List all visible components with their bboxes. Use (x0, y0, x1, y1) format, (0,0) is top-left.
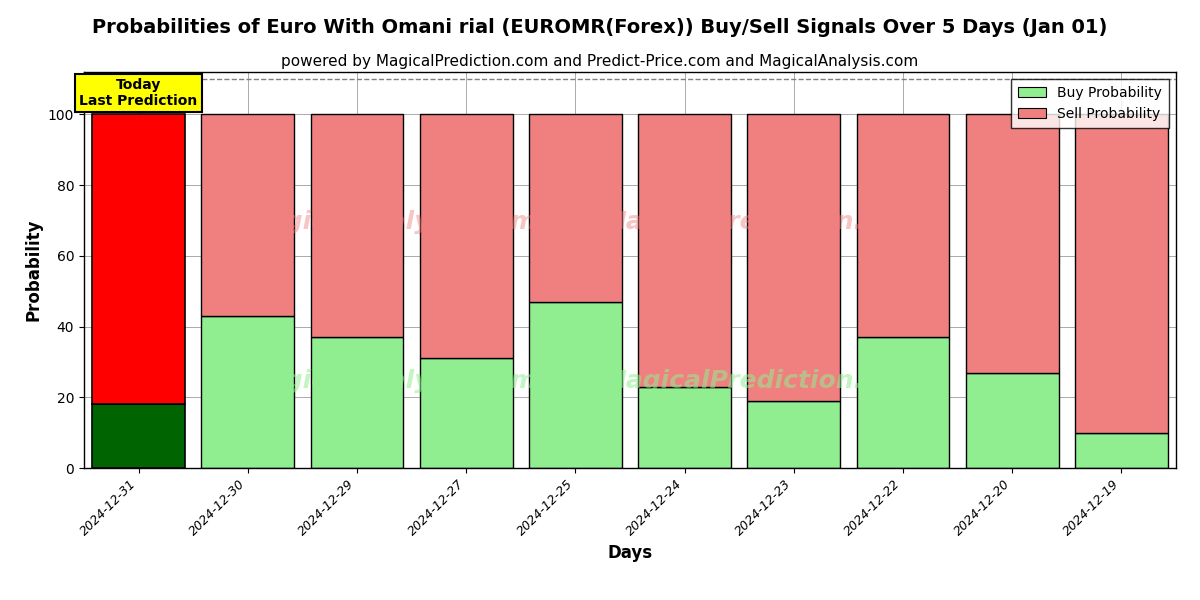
Text: MagicalAnalysis.com: MagicalAnalysis.com (244, 369, 536, 393)
Bar (966, 115, 1058, 373)
Bar (311, 115, 403, 337)
Bar (529, 302, 622, 468)
Bar (420, 358, 512, 468)
Bar (92, 115, 185, 404)
X-axis label: Days: Days (607, 544, 653, 562)
Bar (1075, 115, 1168, 433)
Text: MagicalAnalysis.com: MagicalAnalysis.com (244, 211, 536, 235)
Bar (529, 115, 622, 302)
Bar (638, 115, 731, 386)
Text: Today
Last Prediction: Today Last Prediction (79, 78, 198, 109)
Legend: Buy Probability, Sell Probability: Buy Probability, Sell Probability (1012, 79, 1169, 128)
Text: MagicalPrediction.com: MagicalPrediction.com (601, 369, 922, 393)
Bar (311, 337, 403, 468)
Text: MagicalPrediction.com: MagicalPrediction.com (601, 211, 922, 235)
Bar (748, 401, 840, 468)
Bar (92, 404, 185, 468)
Bar (748, 115, 840, 401)
Bar (966, 373, 1058, 468)
Bar (1075, 433, 1168, 468)
Bar (202, 115, 294, 316)
Text: Probabilities of Euro With Omani rial (EUROMR(Forex)) Buy/Sell Signals Over 5 Da: Probabilities of Euro With Omani rial (E… (92, 18, 1108, 37)
Bar (202, 316, 294, 468)
Y-axis label: Probability: Probability (24, 219, 42, 321)
Bar (420, 115, 512, 358)
Bar (638, 386, 731, 468)
Bar (857, 115, 949, 337)
Bar (857, 337, 949, 468)
Text: powered by MagicalPrediction.com and Predict-Price.com and MagicalAnalysis.com: powered by MagicalPrediction.com and Pre… (281, 54, 919, 69)
